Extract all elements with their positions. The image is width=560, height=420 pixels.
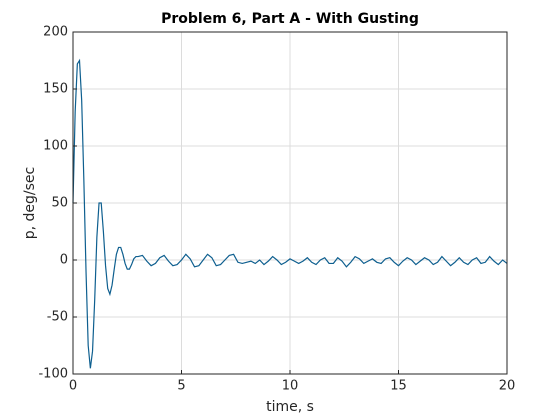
y-tick-label: -50 (47, 310, 68, 325)
y-tick-label: 0 (60, 253, 68, 268)
y-tick-label: 100 (43, 139, 68, 154)
data-line (72, 58, 508, 369)
x-tick-label: 20 (499, 379, 516, 394)
x-tick-label: 10 (282, 379, 299, 394)
plot (72, 58, 508, 369)
y-tick-label: 200 (43, 25, 68, 40)
y-axis-label: p, deg/sec (22, 167, 38, 240)
y-tick-label: 150 (43, 82, 68, 97)
y-tick-label: -100 (38, 367, 68, 382)
x-axis-label: time, s (266, 399, 314, 415)
x-tick-label: 5 (177, 379, 185, 394)
chart-title: Problem 6, Part A - With Gusting (161, 11, 419, 27)
x-tick-label: 15 (390, 379, 407, 394)
y-tick-label: 50 (51, 196, 68, 211)
x-tick-label: 0 (69, 379, 77, 394)
